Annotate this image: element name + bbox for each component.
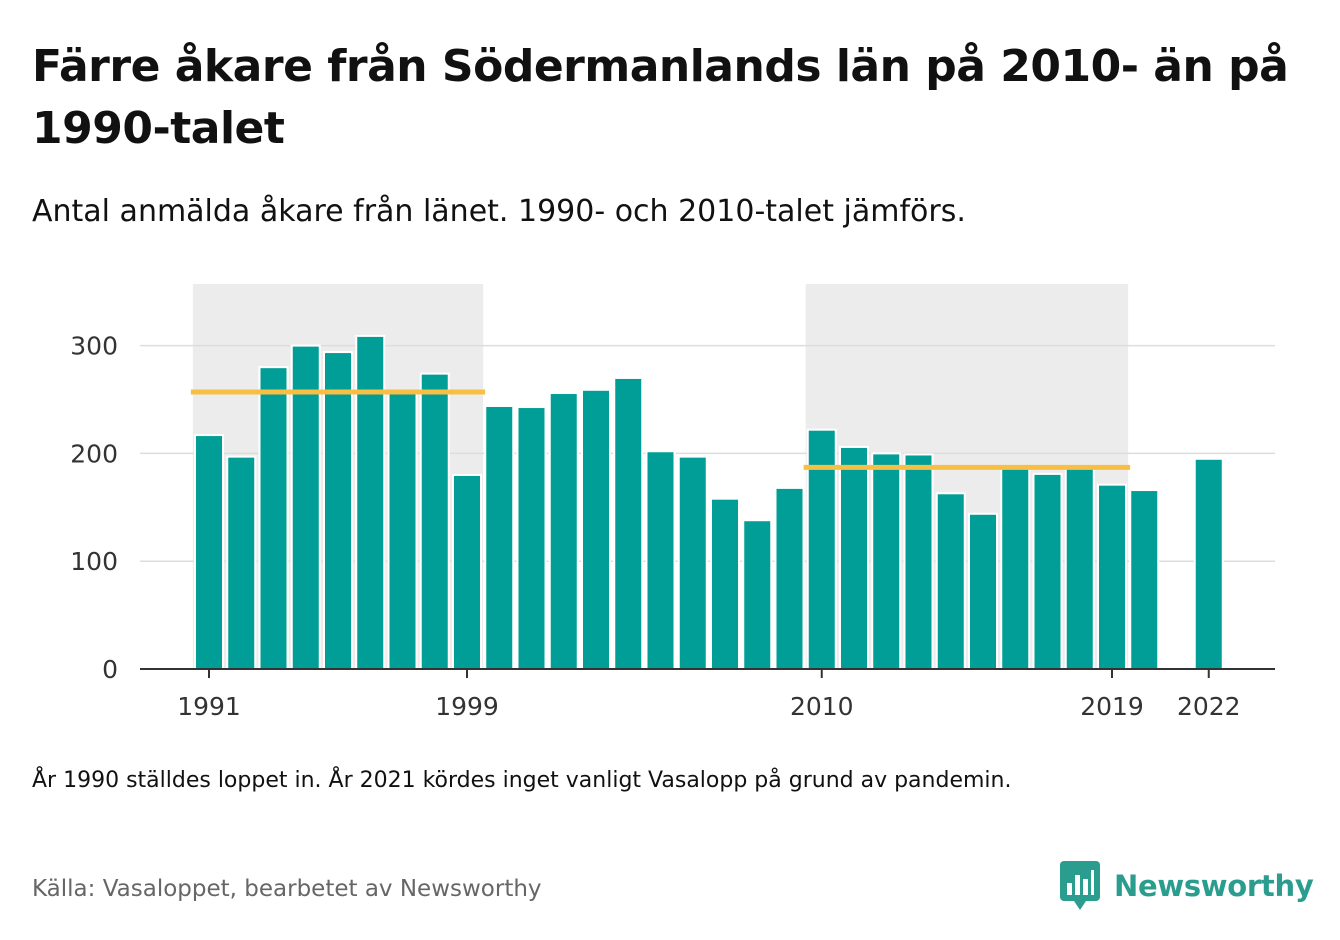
bar-2016 (1000, 466, 1031, 670)
bar-2003 (581, 388, 611, 670)
chart-title: Färre åkare från Södermanlands län på 20… (32, 41, 1289, 154)
y-tick-label: 200 (70, 439, 118, 468)
footnote: År 1990 ställdes loppet in. År 2021 körd… (32, 768, 1012, 793)
source-text: Källa: Vasaloppet, bearbetet av Newswort… (32, 876, 542, 902)
bar-1996 (355, 334, 386, 670)
x-tick-label: 2010 (790, 692, 854, 721)
bar-2019 (1097, 483, 1127, 670)
bar-chart: 1991 1999 2010 2019 2022 0 100 200 300 (70, 284, 1275, 721)
y-axis-ticks: 0 100 200 300 (70, 332, 118, 684)
y-tick-label: 300 (70, 332, 118, 361)
bar-1992 (226, 455, 257, 670)
brand-logo: Newsworthy (1060, 860, 1314, 912)
bar-2017 (1032, 472, 1063, 670)
x-tick-label: 2022 (1177, 692, 1241, 721)
bar-2005 (645, 450, 676, 670)
bars (194, 334, 1224, 671)
bar-1994 (290, 344, 321, 670)
bar-2009 (774, 486, 805, 670)
bar-2014 (935, 492, 966, 671)
y-tick-label: 100 (70, 547, 118, 576)
x-tick-label: 1999 (435, 692, 499, 721)
bar-2001 (516, 406, 547, 670)
bar-1998 (419, 372, 450, 670)
bar-2006 (677, 455, 708, 670)
bar-2013 (903, 453, 934, 670)
bar-2011 (839, 445, 869, 670)
bar-1997 (387, 390, 418, 670)
bar-1993 (258, 366, 289, 670)
bar-2004 (613, 376, 644, 670)
bar-2022 (1193, 457, 1224, 671)
bar-2007 (710, 497, 740, 670)
y-tick-label: 0 (102, 655, 118, 684)
bar-2008 (742, 519, 773, 671)
newsworthy-logo-icon (1060, 861, 1100, 910)
average-lines (190, 389, 1131, 470)
bar-2002 (548, 392, 579, 670)
bar-1991 (194, 434, 224, 670)
bar-1995 (323, 351, 353, 670)
bar-2000 (484, 404, 515, 670)
bar-2020 (1129, 489, 1160, 670)
x-tick-label: 1991 (177, 692, 241, 721)
bar-2012 (871, 452, 902, 670)
bar-1999 (452, 473, 482, 670)
x-axis-ticks: 1991 1999 2010 2019 2022 (177, 669, 1241, 721)
brand-name: Newsworthy (1114, 869, 1314, 903)
bar-2015 (968, 512, 998, 670)
x-tick-label: 2019 (1080, 692, 1144, 721)
chart-subtitle: Antal anmälda åkare från länet. 1990- oc… (32, 194, 966, 229)
bar-2018 (1064, 466, 1095, 670)
